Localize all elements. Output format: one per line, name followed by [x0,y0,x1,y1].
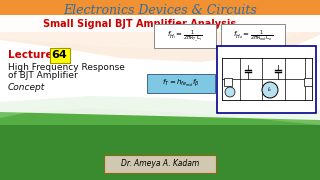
Polygon shape [0,15,320,32]
Polygon shape [0,0,320,62]
FancyBboxPatch shape [217,46,316,113]
Polygon shape [0,96,320,125]
Text: of BJT Amplifier: of BJT Amplifier [8,71,78,80]
Text: Dr. Ameya A. Kadam: Dr. Ameya A. Kadam [121,159,199,168]
FancyBboxPatch shape [221,24,285,48]
FancyBboxPatch shape [304,78,312,86]
Polygon shape [0,15,320,120]
Polygon shape [0,108,320,180]
FancyBboxPatch shape [147,74,215,93]
Text: Lecture: Lecture [8,50,52,60]
Text: High Frequency Response: High Frequency Response [8,62,125,71]
Text: $I_c$: $I_c$ [267,86,273,94]
Text: Electronics Devices & Circuits: Electronics Devices & Circuits [63,3,257,17]
FancyBboxPatch shape [50,48,69,62]
Text: $f_T = h_{fe_{mid}} f_\beta$: $f_T = h_{fe_{mid}} f_\beta$ [162,78,200,89]
Text: $f_{H_o}=\frac{1}{2\pi R_{out}C_o}$: $f_{H_o}=\frac{1}{2\pi R_{out}C_o}$ [233,28,273,44]
Circle shape [225,87,235,97]
Text: 64: 64 [52,50,68,60]
Polygon shape [0,0,320,50]
FancyBboxPatch shape [224,78,232,86]
Text: $f_{H_i}=\frac{1}{2\pi R_{T_h}C_i}$: $f_{H_i}=\frac{1}{2\pi R_{T_h}C_i}$ [167,28,203,44]
Text: Small Signal BJT Amplifier Analysis: Small Signal BJT Amplifier Analysis [44,19,236,29]
Text: Concept: Concept [8,84,45,93]
FancyBboxPatch shape [154,24,216,48]
Circle shape [262,82,278,98]
FancyBboxPatch shape [104,155,216,173]
